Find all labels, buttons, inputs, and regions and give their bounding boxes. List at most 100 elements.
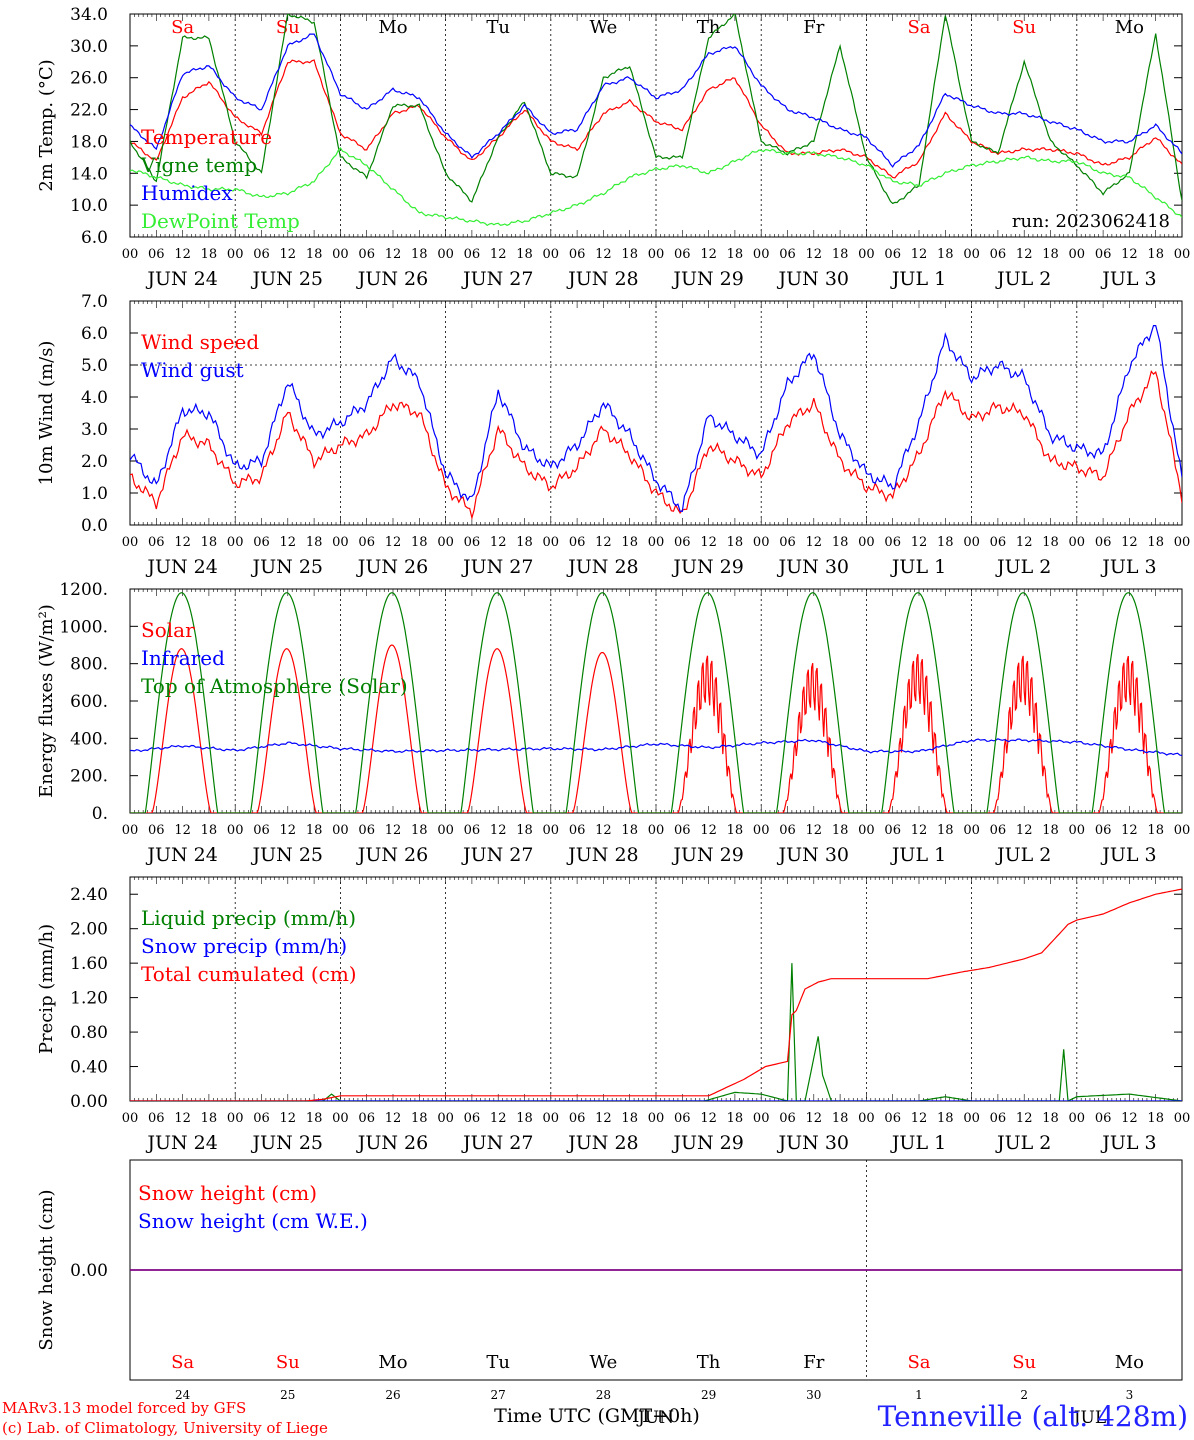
x-hour-label: 18 bbox=[832, 247, 849, 262]
x-hour-label: 12 bbox=[806, 535, 823, 550]
y-tick-label: 22.0 bbox=[70, 101, 108, 121]
legend-entry: Total cumulated (cm) bbox=[141, 962, 357, 986]
x-hour-label: 06 bbox=[358, 823, 375, 838]
x-hour-label: 12 bbox=[911, 247, 928, 262]
x-hour-label: 00 bbox=[963, 535, 980, 550]
weekday-label: Sa bbox=[907, 1352, 930, 1373]
x-hour-label: 00 bbox=[227, 247, 244, 262]
y-tick-label: 30.0 bbox=[70, 37, 108, 57]
x-hour-label: 18 bbox=[201, 247, 218, 262]
x-hour-label: 12 bbox=[595, 247, 612, 262]
x-hour-label: 18 bbox=[411, 535, 428, 550]
y-tick-label: 600. bbox=[70, 692, 108, 712]
station-name: Tenneville (alt. 428m) bbox=[877, 1400, 1188, 1433]
series-line-top-of-atmosphere-solar- bbox=[130, 592, 1182, 813]
y-tick-label: 6.0 bbox=[81, 228, 108, 248]
series-group bbox=[130, 888, 1182, 1101]
x-hour-label: 00 bbox=[648, 247, 665, 262]
x-hour-label: 18 bbox=[727, 823, 744, 838]
x-hour-label: 00 bbox=[332, 823, 349, 838]
x-day-label: JUN 30 bbox=[777, 268, 849, 290]
x-hour-label: 12 bbox=[1016, 1111, 1033, 1126]
x-hour-label: 06 bbox=[990, 823, 1007, 838]
x-day-label: JUL 2 bbox=[995, 268, 1051, 290]
x-hour-label: 12 bbox=[385, 247, 402, 262]
x-hour-label: 12 bbox=[1121, 535, 1138, 550]
x-day-label: JUL 2 bbox=[995, 844, 1051, 866]
weekday-label: Th bbox=[697, 1352, 721, 1373]
x-day-label: JUN 29 bbox=[671, 1132, 743, 1154]
x-hour-label: 06 bbox=[148, 535, 165, 550]
x-hour-label: 00 bbox=[122, 1111, 139, 1126]
x-hour-label: 18 bbox=[201, 535, 218, 550]
y-tick-label: 800. bbox=[70, 655, 108, 675]
x-month-label: JUN bbox=[636, 1408, 674, 1428]
x-hour-label: 18 bbox=[306, 823, 323, 838]
y-axis-label: 2m Temp. (°C) bbox=[36, 59, 57, 191]
weekday-label: Tu bbox=[486, 17, 510, 38]
legend-entry: Humidex bbox=[141, 181, 233, 205]
x-day-label: JUN 27 bbox=[461, 268, 533, 290]
y-axis-label: Precip (mm/h) bbox=[36, 924, 57, 1054]
x-hour-label: 12 bbox=[174, 823, 191, 838]
x-hour-label: 18 bbox=[1147, 247, 1164, 262]
x-hour-label: 06 bbox=[1095, 247, 1112, 262]
x-hour-label: 00 bbox=[437, 823, 454, 838]
x-day-number: 29 bbox=[701, 1388, 716, 1402]
x-hour-label: 18 bbox=[727, 535, 744, 550]
x-hour-label: 06 bbox=[464, 823, 481, 838]
legend-entry: Liquid precip (mm/h) bbox=[141, 906, 356, 930]
x-hour-label: 00 bbox=[963, 823, 980, 838]
x-day-label: JUN 26 bbox=[356, 1132, 428, 1154]
series-group bbox=[130, 14, 1182, 227]
series-line-dewpoint-temp bbox=[130, 147, 1182, 227]
legend-entry: Top of Atmosphere (Solar) bbox=[141, 674, 408, 698]
x-hour-label: 12 bbox=[280, 247, 297, 262]
series-group bbox=[130, 325, 1182, 521]
x-hour-label: 00 bbox=[122, 247, 139, 262]
y-tick-label: 4.0 bbox=[81, 388, 108, 408]
legend-entry: Infrared bbox=[141, 646, 225, 670]
y-tick-label: 5.0 bbox=[81, 356, 108, 376]
x-hour-label: 00 bbox=[858, 247, 875, 262]
x-hour-label: 06 bbox=[884, 1111, 901, 1126]
x-hour-label: 00 bbox=[332, 535, 349, 550]
y-tick-label: 0.80 bbox=[70, 1023, 108, 1043]
x-hour-label: 18 bbox=[516, 823, 533, 838]
x-hour-label: 06 bbox=[148, 1111, 165, 1126]
x-hour-label: 18 bbox=[1042, 535, 1059, 550]
x-hour-label: 18 bbox=[1147, 535, 1164, 550]
y-tick-label: 0.0 bbox=[81, 516, 108, 536]
x-day-label: JUN 25 bbox=[251, 556, 323, 578]
y-tick-label: 0. bbox=[92, 804, 108, 824]
x-hour-label: 06 bbox=[779, 823, 796, 838]
x-hour-label: 12 bbox=[490, 1111, 507, 1126]
legend-entry: Wind gust bbox=[141, 358, 244, 382]
x-hour-label: 12 bbox=[1016, 247, 1033, 262]
y-tick-label: 2.00 bbox=[70, 920, 108, 940]
x-hour-label: 00 bbox=[648, 1111, 665, 1126]
weekday-label: Mo bbox=[378, 1352, 407, 1373]
y-tick-label: 1.0 bbox=[81, 484, 108, 504]
y-tick-label: 1000. bbox=[59, 617, 108, 637]
x-hour-label: 00 bbox=[858, 823, 875, 838]
series-line-temperature bbox=[130, 59, 1182, 179]
x-hour-label: 12 bbox=[385, 1111, 402, 1126]
x-hour-label: 12 bbox=[595, 1111, 612, 1126]
x-hour-label: 18 bbox=[621, 247, 638, 262]
x-hour-label: 00 bbox=[227, 823, 244, 838]
x-hour-label: 18 bbox=[1147, 823, 1164, 838]
series-line-infrared bbox=[130, 738, 1182, 757]
x-hour-label: 12 bbox=[280, 535, 297, 550]
x-hour-label: 18 bbox=[306, 247, 323, 262]
x-hour-label: 00 bbox=[543, 535, 560, 550]
x-month-label: JUL bbox=[1072, 1408, 1106, 1428]
x-day-label: JUL 1 bbox=[890, 556, 946, 578]
x-hour-label: 18 bbox=[727, 1111, 744, 1126]
y-tick-label: 14.0 bbox=[70, 164, 108, 184]
weekday-label: Mo bbox=[1115, 17, 1144, 38]
x-hour-label: 00 bbox=[1069, 1111, 1086, 1126]
x-day-label: JUL 1 bbox=[890, 268, 946, 290]
weekday-label: Fr bbox=[803, 1352, 824, 1373]
